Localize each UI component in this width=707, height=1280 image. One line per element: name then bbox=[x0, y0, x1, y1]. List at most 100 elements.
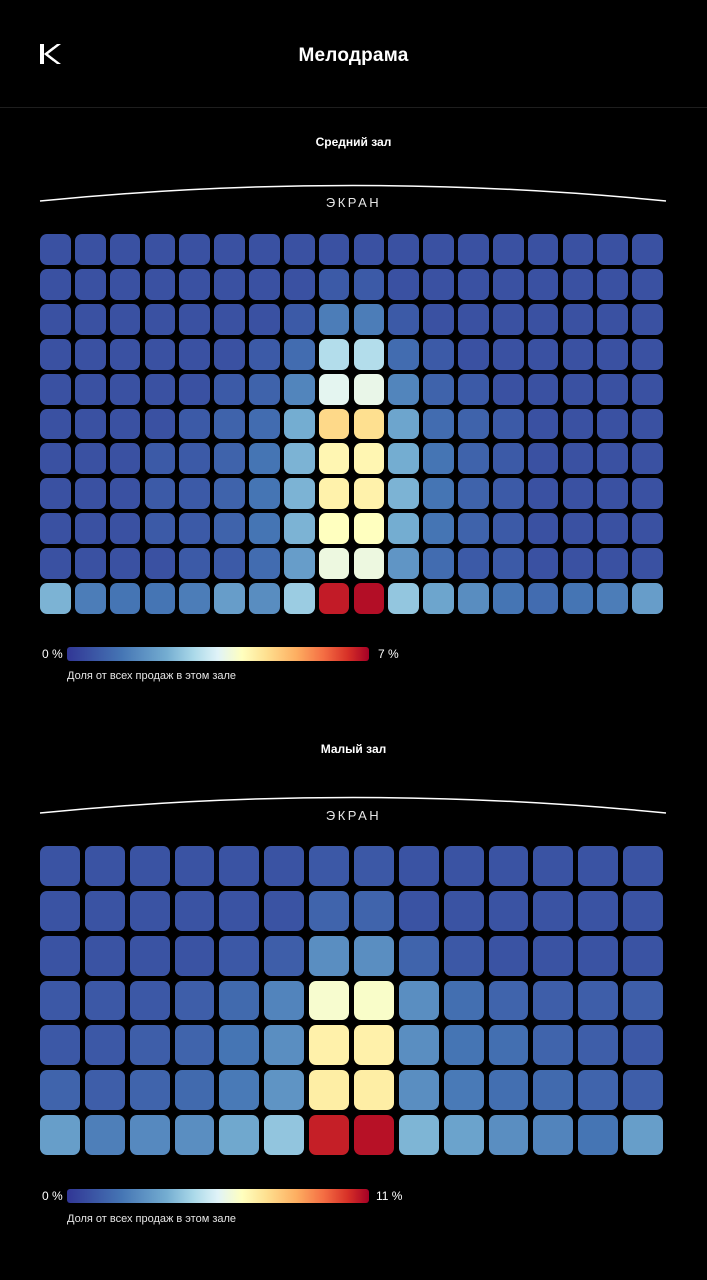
seat-cell bbox=[318, 303, 350, 335]
seat-cell bbox=[423, 443, 454, 475]
seat-cell bbox=[353, 268, 385, 300]
seat-cell bbox=[249, 548, 280, 580]
seat-cell bbox=[533, 1115, 574, 1155]
seat-cell bbox=[144, 443, 176, 475]
seat-cell bbox=[283, 268, 315, 300]
seat-cell bbox=[318, 338, 350, 370]
seat-cell bbox=[74, 268, 106, 300]
seat-cell bbox=[398, 935, 439, 976]
seat-cell bbox=[353, 548, 385, 580]
seat-cell bbox=[632, 303, 663, 335]
seat-cell bbox=[249, 373, 280, 405]
seat-cell bbox=[623, 1070, 663, 1111]
seat-cell bbox=[443, 846, 484, 886]
seat-cell bbox=[423, 548, 454, 580]
seat-cell bbox=[458, 513, 489, 545]
seat-cell bbox=[129, 1025, 170, 1066]
seat-cell bbox=[388, 234, 420, 265]
seat-cell bbox=[423, 338, 454, 370]
seat-cell bbox=[214, 338, 245, 370]
seat-cell bbox=[488, 935, 529, 976]
seat-cell bbox=[562, 338, 594, 370]
seat-cell bbox=[318, 268, 350, 300]
seat-cell bbox=[458, 443, 489, 475]
seat-cell bbox=[527, 303, 559, 335]
kinopoisk-k-logo-icon[interactable] bbox=[37, 42, 61, 66]
seat-cell bbox=[84, 1115, 125, 1155]
seat-cell bbox=[597, 408, 629, 440]
seat-cell bbox=[84, 890, 125, 931]
seat-cell bbox=[309, 980, 349, 1021]
seat-cell bbox=[632, 408, 663, 440]
seat-cell bbox=[40, 890, 80, 931]
seat-cell bbox=[74, 234, 106, 265]
seat-cell bbox=[40, 408, 71, 440]
seat-cell bbox=[179, 408, 211, 440]
seat-cell bbox=[562, 303, 594, 335]
seat-cell bbox=[353, 583, 385, 614]
seat-cell bbox=[174, 890, 215, 931]
seat-cell bbox=[353, 373, 385, 405]
seat-cell bbox=[264, 935, 305, 976]
seat-cell bbox=[249, 408, 280, 440]
scale-max-label-small: 11 % bbox=[376, 1189, 403, 1203]
seat-cell bbox=[214, 373, 245, 405]
seat-cell bbox=[632, 583, 663, 614]
seat-cell bbox=[423, 303, 454, 335]
seat-cell bbox=[214, 478, 245, 510]
seat-cell bbox=[109, 478, 141, 510]
seat-cell bbox=[318, 234, 350, 265]
seat-cell bbox=[74, 373, 106, 405]
seat-cell bbox=[40, 1025, 80, 1066]
seat-cell bbox=[109, 234, 141, 265]
seat-cell bbox=[623, 1115, 663, 1155]
seat-cell bbox=[144, 373, 176, 405]
seat-cell bbox=[174, 1025, 215, 1066]
seat-cell bbox=[219, 935, 260, 976]
seat-cell bbox=[283, 303, 315, 335]
seat-cell bbox=[249, 303, 280, 335]
seat-cell bbox=[443, 890, 484, 931]
seat-cell bbox=[283, 548, 315, 580]
seat-cell bbox=[354, 1070, 394, 1111]
seat-cell bbox=[214, 408, 245, 440]
seat-cell bbox=[533, 890, 574, 931]
seat-cell bbox=[597, 234, 629, 265]
top-bar: Мелодрама bbox=[0, 0, 707, 108]
seat-cell bbox=[597, 478, 629, 510]
seat-cell bbox=[174, 846, 215, 886]
seat-cell bbox=[562, 478, 594, 510]
seat-cell bbox=[129, 890, 170, 931]
seat-cell bbox=[249, 513, 280, 545]
seat-cell bbox=[388, 303, 420, 335]
seat-cell bbox=[423, 583, 454, 614]
seat-cell bbox=[318, 583, 350, 614]
seat-cell bbox=[179, 234, 211, 265]
seat-cell bbox=[388, 478, 420, 510]
seat-cell bbox=[40, 303, 71, 335]
seat-cell bbox=[219, 846, 260, 886]
seat-cell bbox=[492, 583, 524, 614]
seat-cell bbox=[527, 234, 559, 265]
screen-arc-small bbox=[39, 796, 667, 814]
seat-cell bbox=[283, 234, 315, 265]
hall-title-small: Малый зал bbox=[320, 742, 387, 756]
seat-cell bbox=[179, 338, 211, 370]
seat-cell bbox=[283, 338, 315, 370]
seat-cell bbox=[562, 268, 594, 300]
seat-cell bbox=[562, 513, 594, 545]
seat-cell bbox=[174, 980, 215, 1021]
seat-cell bbox=[492, 478, 524, 510]
seat-cell bbox=[388, 583, 420, 614]
seat-cell bbox=[309, 935, 349, 976]
seat-cell bbox=[318, 478, 350, 510]
seat-cell bbox=[623, 1025, 663, 1066]
seat-cell bbox=[264, 980, 305, 1021]
seat-cell bbox=[174, 935, 215, 976]
seat-cell bbox=[527, 513, 559, 545]
seat-cell bbox=[264, 1115, 305, 1155]
seat-cell bbox=[492, 443, 524, 475]
seat-cell bbox=[84, 980, 125, 1021]
seat-cell bbox=[84, 1070, 125, 1111]
seat-cell bbox=[597, 373, 629, 405]
